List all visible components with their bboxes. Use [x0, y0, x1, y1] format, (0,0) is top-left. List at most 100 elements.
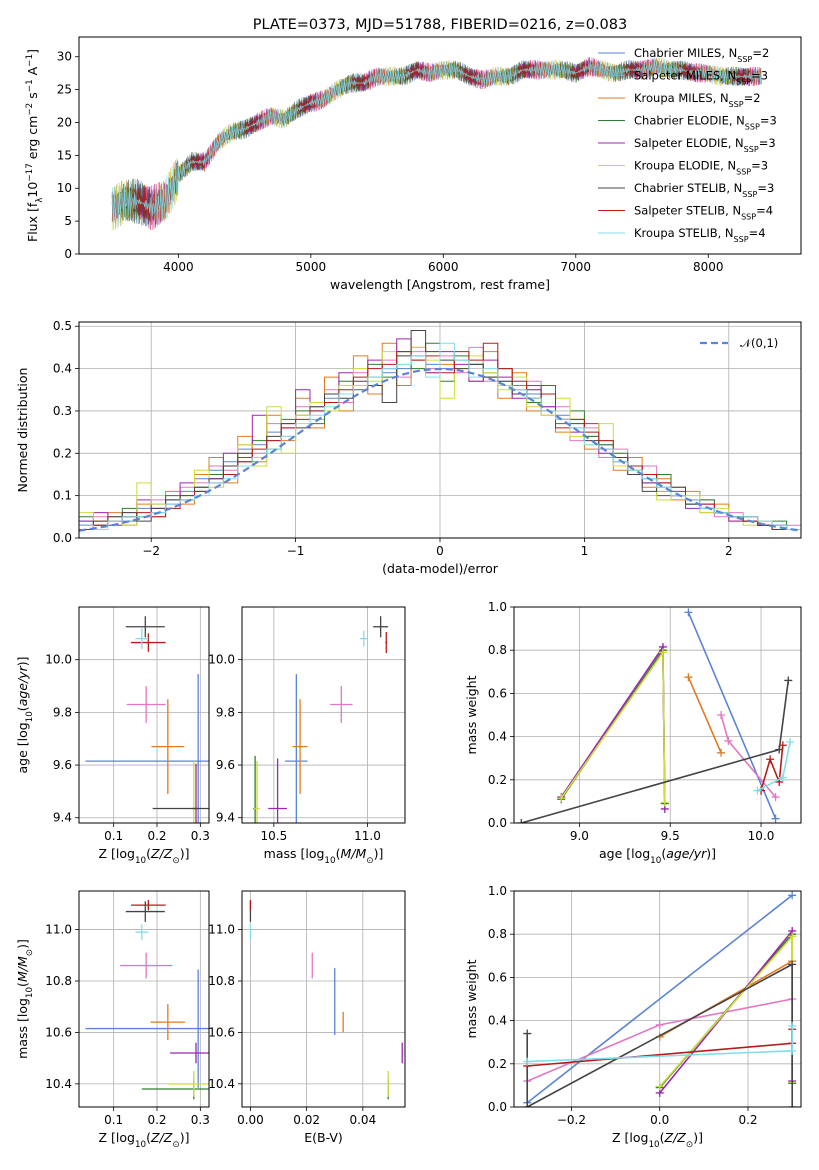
y-tick-label: 1.0 [488, 884, 507, 898]
x-tick-label: 6000 [428, 260, 459, 274]
errorbar-point-0 [85, 969, 209, 1088]
weight-marker [658, 648, 667, 657]
weight-marker [684, 673, 693, 682]
x-tick-label: −1 [287, 544, 305, 558]
x-axis-label: wavelength [Angstrom, rest frame] [330, 277, 550, 292]
y-tick-label: 30 [57, 50, 72, 64]
y-tick-label: 0.6 [488, 970, 507, 984]
y-tick-label: 0.0 [488, 816, 507, 830]
y-tick-label: 10.0 [45, 653, 72, 667]
chart-weight_vs_z: −0.2 0.0 0.2 0.0 0.2 0.4 0.6 0.8 1.0 Z [log10(Z/Z… [464, 884, 802, 1150]
y-tick-label: 0.2 [53, 446, 72, 460]
legend-entry: Kroupa MILES, NSSP=2 [634, 91, 761, 109]
weight-marker [788, 960, 797, 969]
weight-marker [788, 891, 797, 900]
legend-entry: Chabrier ELODIE, NSSP=3 [634, 114, 777, 132]
chart-mass_vs_ebv: 0.00 0.02 0.04 10.4 10.6 10.8 11.0 E(B-V) [208, 890, 406, 1145]
legend-entry: Salpeter ELODIE, NSSP=3 [634, 136, 776, 154]
weight-marker [766, 755, 775, 764]
y-tick-label: 0.3 [53, 404, 72, 418]
weight-marker [655, 1082, 664, 1091]
errorbar-point-8 [135, 628, 149, 650]
y-axis-label: Normed distribution [15, 368, 30, 493]
y-tick-label: 10.6 [45, 1025, 72, 1039]
x-tick-label: 7000 [561, 260, 592, 274]
weight-marker [771, 814, 780, 823]
weight-marker [717, 748, 726, 757]
x-axis-label: (data-model)/error [382, 561, 499, 576]
weight-line-0 [687, 612, 777, 820]
errorbar-point-7 [385, 632, 388, 654]
y-tick-label: 0.6 [488, 686, 507, 700]
y-tick-label: 10.4 [45, 1077, 72, 1091]
y-axis-label: mass weight [464, 959, 479, 1038]
legend-entry: Salpeter STELIB, NSSP=4 [634, 204, 773, 222]
x-tick-label: 4000 [163, 260, 194, 274]
legend-entry: Chabrier STELIB, NSSP=3 [634, 181, 774, 199]
x-tick-label: 9.5 [661, 829, 680, 843]
legend-entry: Chabrier MILES, NSSP=2 [634, 46, 769, 64]
y-tick-label: 9.6 [53, 758, 72, 772]
plot-area [85, 616, 209, 823]
weight-marker [724, 736, 733, 745]
y-tick-label: 9.6 [216, 758, 235, 772]
axes-frame [78, 606, 210, 824]
chart-age_vs_mass: 10.5 11.0 9.4 9.6 9.8 10.0 mass [log10(M/M⊙)] [208, 606, 406, 866]
errorbar-point-5 [254, 761, 260, 823]
y-axis-label: mass weight [464, 675, 479, 754]
weight-line-0 [526, 894, 793, 1104]
x-tick-label: 0.2 [738, 1113, 757, 1127]
x-tick-label: 9.0 [570, 829, 589, 843]
x-axis-label: mass [log10(M/M⊙)] [264, 846, 384, 866]
figure-title: PLATE=0373, MJD=51788, FIBERID=0216, z=0… [253, 17, 627, 33]
errorbar-point-8 [135, 924, 149, 940]
y-axis-label: age [log10(age/yr)] [15, 656, 35, 773]
x-tick-label: 1 [581, 544, 589, 558]
errorbar-point-0 [85, 674, 209, 823]
weight-marker [771, 793, 780, 802]
chart-mass_vs_z: 0.1 0.2 0.3 10.4 10.6 10.8 11.0 Z [log10(Z/Z⊙)]… [15, 890, 210, 1150]
normal-curve [79, 367, 801, 532]
x-tick-label: 0.04 [349, 1113, 376, 1127]
plot-area [523, 891, 797, 1107]
errorbar-point-9 [152, 807, 209, 810]
y-tick-label: 15 [57, 148, 72, 162]
chart-residuals: −2 −1 0 1 2 0.0 0.1 0.2 0.3 0.4 0.5 (data-model)/er… [15, 319, 802, 576]
y-tick-label: 0.5 [53, 319, 72, 333]
weight-marker [788, 932, 797, 941]
errorbar-point-0 [285, 674, 308, 823]
weight-marker [684, 608, 693, 617]
y-tick-label: 0.0 [53, 531, 72, 545]
legend-entry: Kroupa ELODIE, NSSP=3 [634, 159, 768, 177]
y-tick-label: 9.8 [216, 705, 235, 719]
x-tick-label: 0.1 [104, 829, 123, 843]
errorbar-point-8 [360, 630, 368, 647]
chart-spectrum: 4000 5000 6000 7000 8000 0 5 10 15 20 25 30 waveleng… [25, 36, 802, 292]
axes-frame [78, 321, 802, 539]
y-tick-label: 10.8 [208, 974, 235, 988]
y-tick-label: 0.2 [488, 1057, 507, 1071]
errorbar-point-2 [292, 699, 308, 795]
weight-marker [788, 1103, 797, 1107]
chart-weight_vs_age: 9.0 9.5 10.0 0.0 0.2 0.4 0.6 0.8 1.0 age [log10(a… [464, 600, 802, 866]
weight-marker [655, 1020, 664, 1029]
y-tick-label: 10.6 [208, 1025, 235, 1039]
x-axis-label: Z [log10(Z/Z⊙)] [99, 846, 190, 866]
weight-marker [717, 711, 726, 719]
axes-frame [241, 890, 406, 1108]
errorbar-point-4 [170, 1042, 209, 1064]
errorbar-point-6 [125, 901, 165, 922]
x-tick-label: 11.0 [354, 829, 381, 843]
x-tick-label: 5000 [296, 260, 327, 274]
x-tick-label: −0.2 [557, 1113, 586, 1127]
chart-age_vs_z: 0.1 0.2 0.3 9.4 9.6 9.8 10.0 Z [log10(Z/Z⊙)] age… [15, 606, 210, 866]
y-tick-label: 9.4 [216, 811, 235, 825]
y-axis-label: Flux [fλ10−17 erg cm−2 s−1 A−1] [25, 49, 45, 242]
x-tick-label: 10.5 [260, 829, 287, 843]
x-tick-label: −2 [142, 544, 160, 558]
x-tick-label: 0.2 [147, 1113, 166, 1127]
errorbar-point-6 [125, 616, 165, 638]
errorbar-point-7 [131, 633, 166, 652]
errorbar-point-1 [120, 952, 173, 979]
